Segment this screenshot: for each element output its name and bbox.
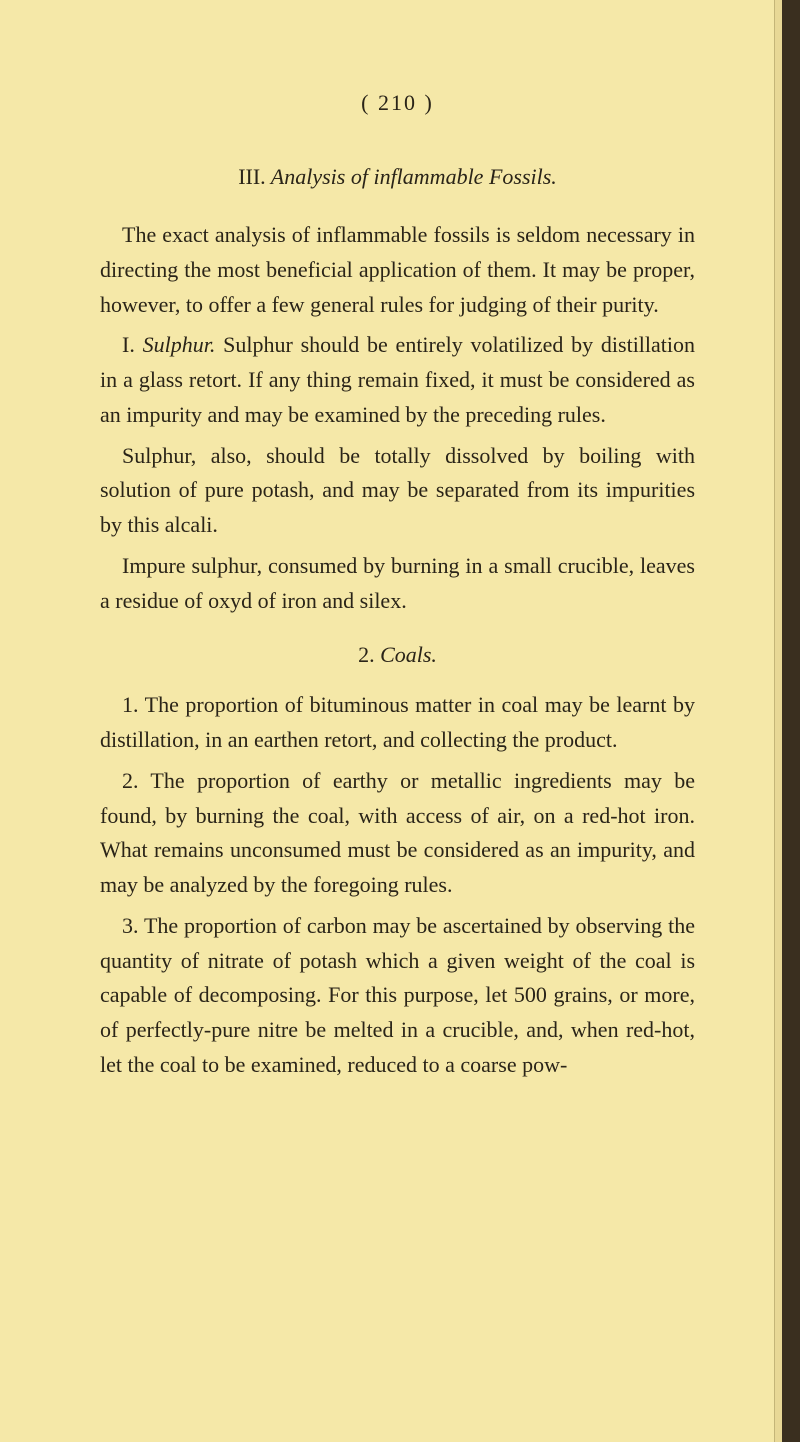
page-content: ( 210 ) III. Analysis of inflammable Fos… xyxy=(100,90,695,1083)
page-number: ( 210 ) xyxy=(100,90,695,116)
p2-italic: Sulphur. xyxy=(143,332,216,357)
paragraph-coals-2: 2. The proportion of earthy or metallic … xyxy=(100,764,695,903)
paragraph-coals-3: 3. The proportion of carbon may be ascer… xyxy=(100,909,695,1083)
p2-prefix: I. xyxy=(122,332,135,357)
paragraph-sulphur-1: I. Sulphur. Sulphur should be entirely v… xyxy=(100,328,695,432)
section-roman: III. xyxy=(238,164,265,189)
section-title: III. Analysis of inflammable Fossils. xyxy=(100,164,695,190)
paragraph-coals-1: 1. The proportion of bituminous matter i… xyxy=(100,688,695,758)
subsection-title: 2. Coals. xyxy=(100,642,695,668)
paragraph-sulphur-2: Sulphur, also, should be totally dissolv… xyxy=(100,439,695,543)
page-edge xyxy=(782,0,800,1442)
paragraph-intro: The exact analysis of inflammable fossil… xyxy=(100,218,695,322)
section-title-text: Analysis of inflammable Fossils. xyxy=(271,164,557,189)
subsection-title-text: Coals. xyxy=(380,642,437,667)
paragraph-sulphur-3: Impure sulphur, consumed by burning in a… xyxy=(100,549,695,619)
page-edge-inner xyxy=(774,0,782,1442)
subsection-num: 2. xyxy=(358,642,375,667)
